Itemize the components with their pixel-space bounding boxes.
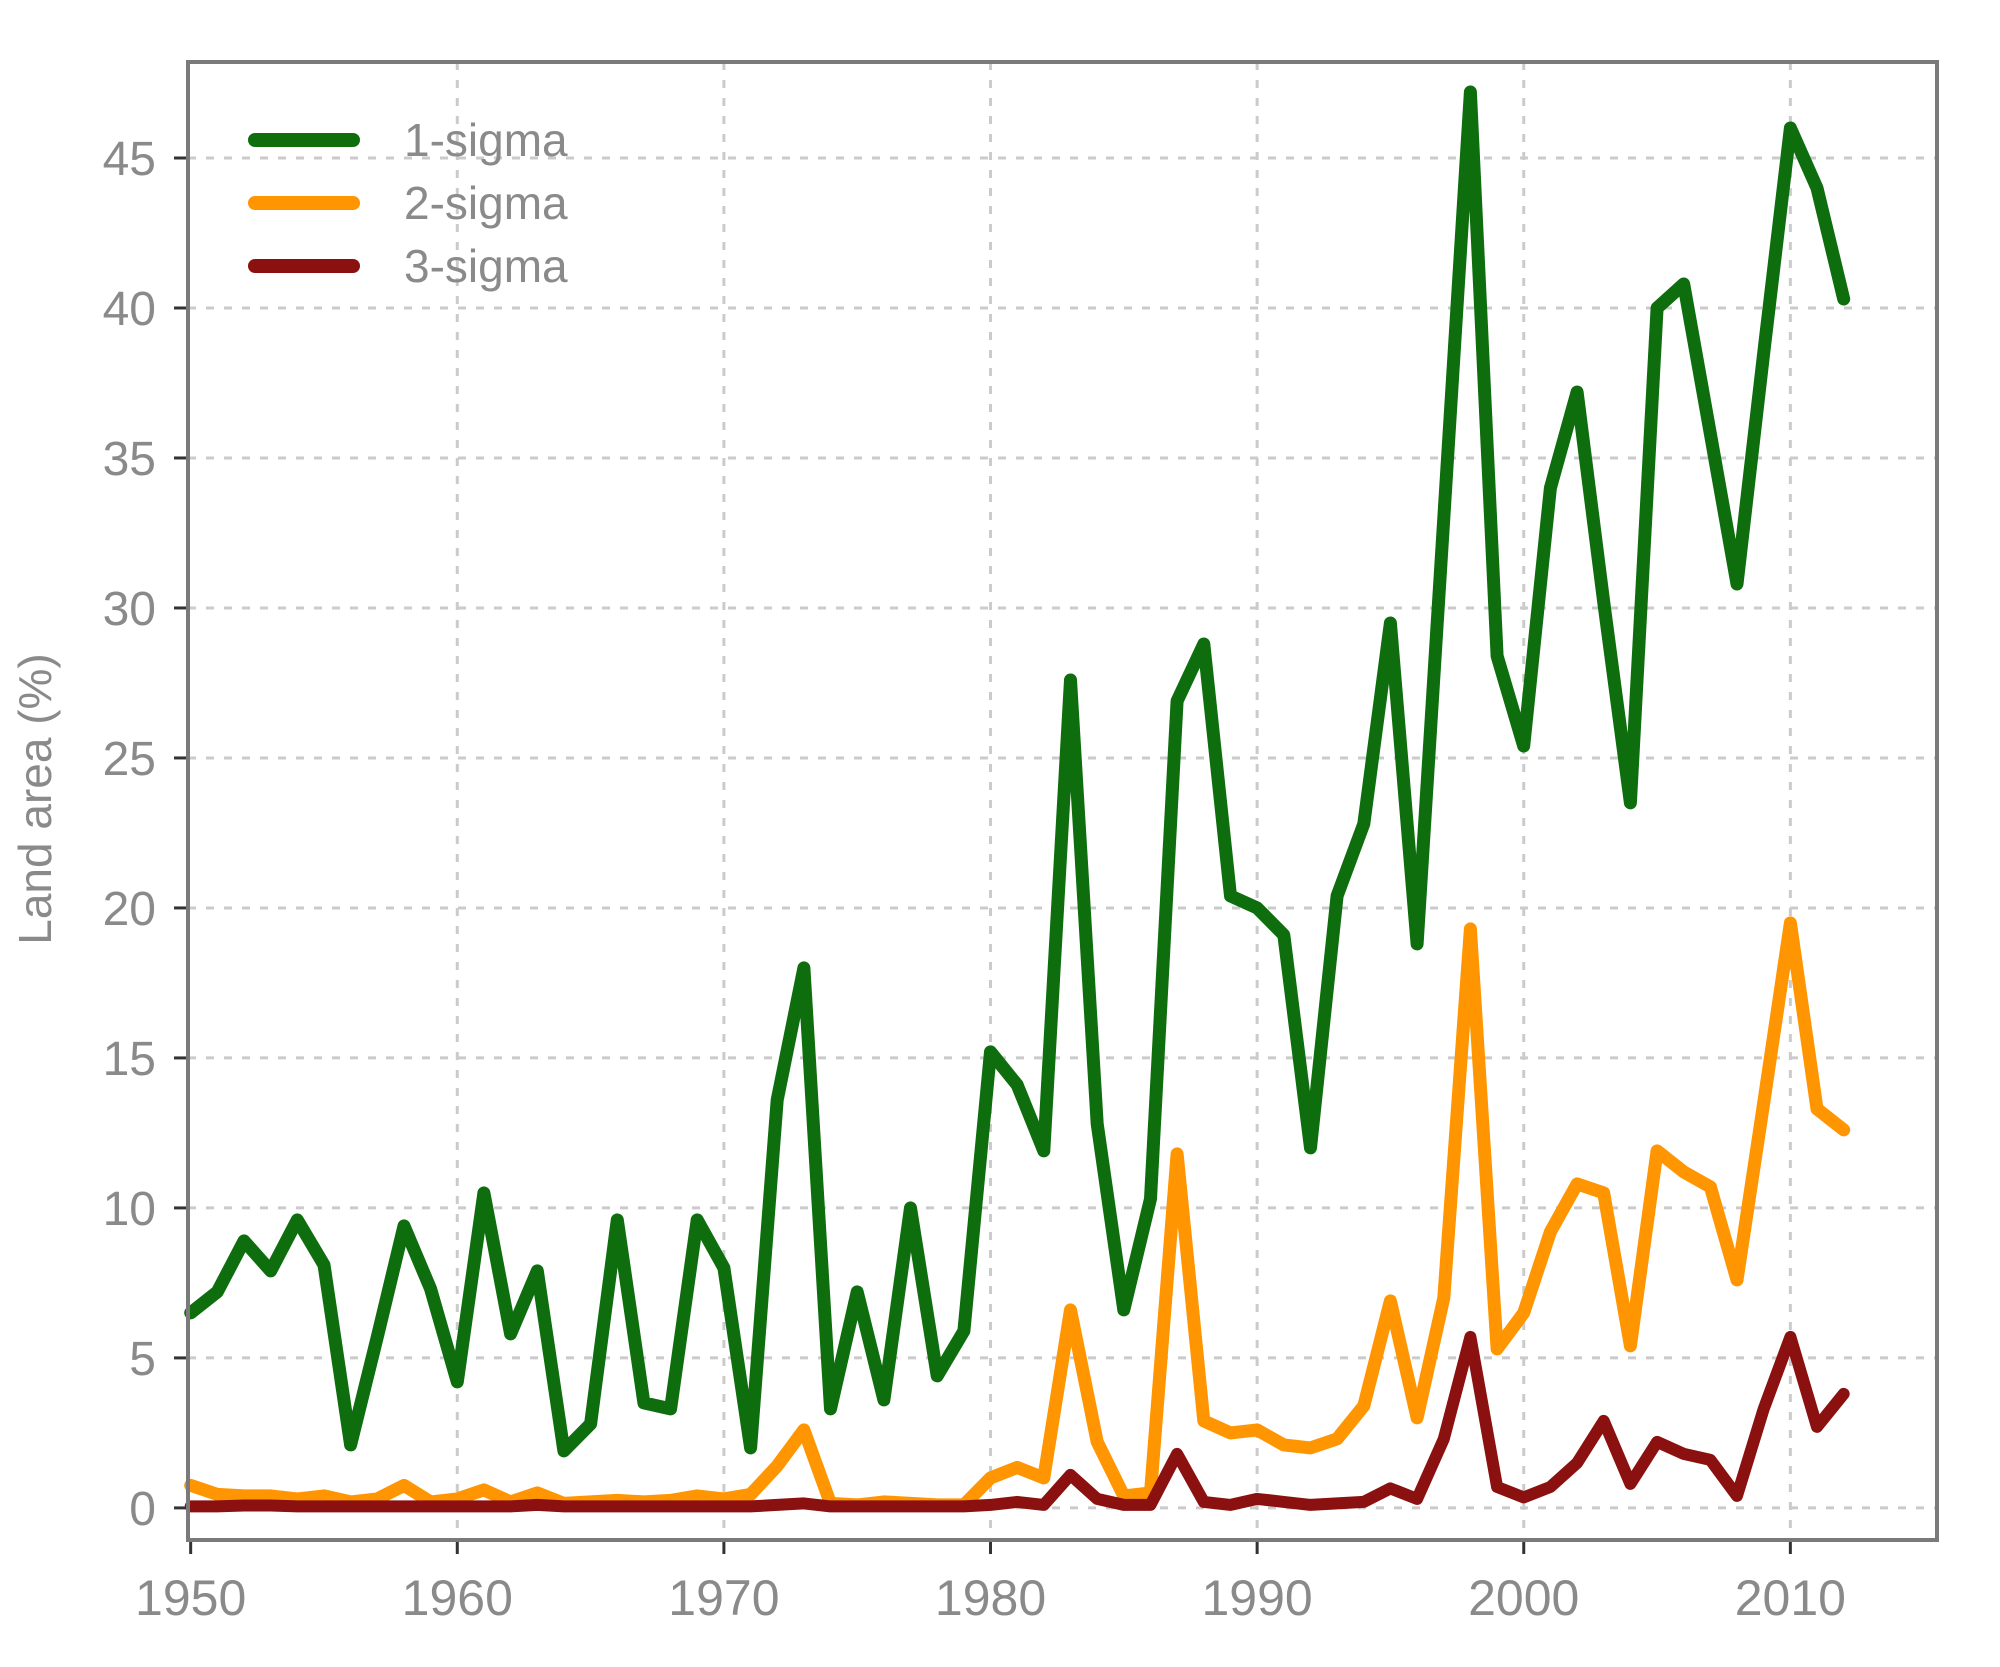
x-tick-label: 1970 — [668, 1570, 779, 1626]
series-line-1-sigma — [184, 85, 1851, 1458]
y-tick-label: 25 — [103, 733, 156, 786]
x-tick-label: 1960 — [402, 1570, 513, 1626]
y-tick-label: 20 — [103, 883, 156, 936]
y-tick-label: 35 — [103, 433, 156, 486]
y-tick-label: 40 — [103, 283, 156, 336]
y-tick-label: 10 — [103, 1183, 156, 1236]
y-axis-label: Land area (%) — [9, 653, 61, 945]
legend-swatch-2-sigma — [248, 195, 360, 210]
legend-label-3-sigma: 3-sigma — [404, 239, 568, 292]
tick-labels: 0 5 10 15 20 25 30 35 40 45 1950 1960 1970 1980 1990 20… — [103, 133, 1846, 1626]
x-tick-label: 1990 — [1202, 1570, 1313, 1626]
y-tick-label: 45 — [103, 133, 156, 186]
legend-row: 3-sigma — [248, 234, 568, 297]
legend-swatch-1-sigma — [248, 132, 360, 147]
legend-row: 1-sigma — [248, 108, 568, 171]
series-line-3-sigma — [184, 1330, 1850, 1513]
x-tick-label: 2010 — [1735, 1570, 1846, 1626]
x-tick-label: 1950 — [135, 1570, 246, 1626]
y-tick-label: 30 — [103, 583, 156, 636]
tick-marks — [174, 156, 1792, 1554]
legend-label-2-sigma: 2-sigma — [404, 176, 568, 229]
y-tick-label: 15 — [103, 1033, 156, 1086]
x-tick-label: 1980 — [935, 1570, 1046, 1626]
legend: 1-sigma 2-sigma 3-sigma — [248, 108, 568, 297]
series-line-2-sigma — [184, 916, 1851, 1512]
x-tick-label: 2000 — [1468, 1570, 1579, 1626]
legend-label-1-sigma: 1-sigma — [404, 113, 568, 166]
y-tick-label: 5 — [129, 1333, 156, 1386]
legend-row: 2-sigma — [248, 171, 568, 234]
plot-frame — [186, 60, 1939, 1542]
legend-swatch-3-sigma — [248, 258, 360, 273]
y-tick-label: 0 — [129, 1483, 156, 1536]
